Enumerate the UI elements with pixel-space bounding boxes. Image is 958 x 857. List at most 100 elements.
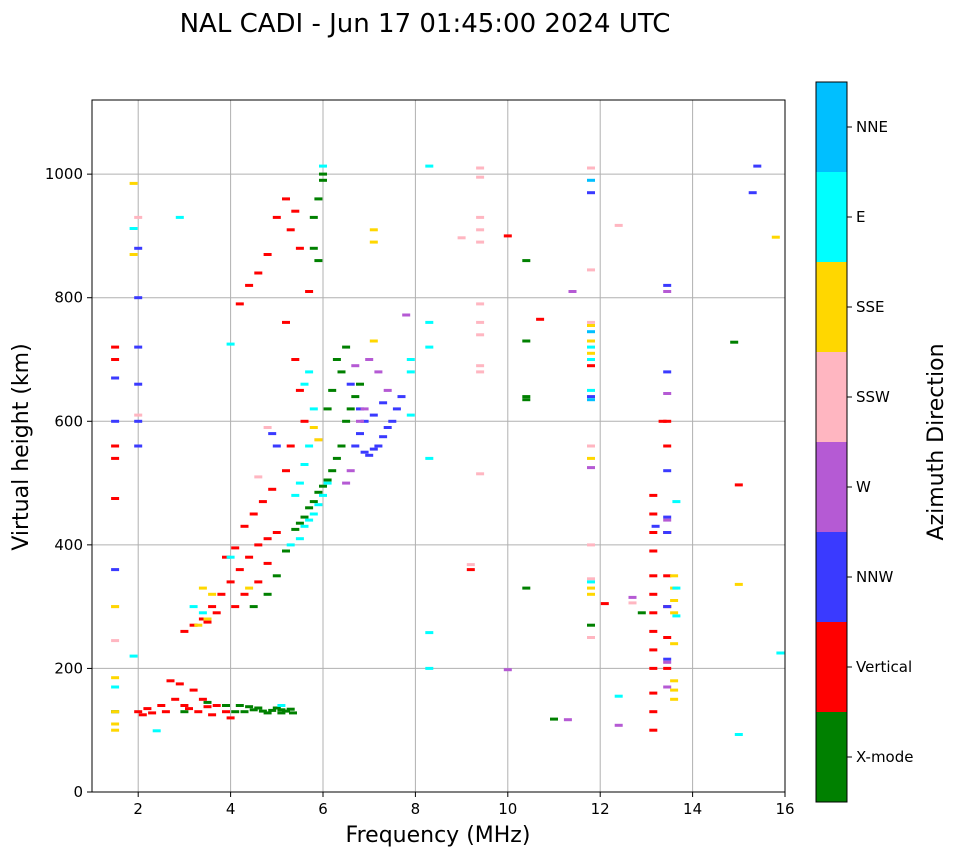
colorbar-tick-label: X-mode — [856, 748, 913, 766]
echo-point-vertical — [587, 364, 595, 368]
echo-point-x-mode — [342, 345, 351, 349]
echo-point-ssw — [476, 240, 485, 244]
echo-point-e — [319, 164, 327, 168]
echo-point-vertical — [649, 611, 658, 615]
echo-point-sse — [587, 351, 595, 355]
echo-point-e — [425, 345, 434, 349]
echo-point-vertical — [649, 493, 658, 497]
echo-point-ssw — [587, 166, 595, 170]
echo-point-x-mode — [522, 398, 531, 402]
echo-point-vertical — [235, 302, 244, 306]
echo-point-vertical — [649, 728, 658, 732]
echo-point-vertical — [286, 444, 295, 448]
echo-point-vertical — [217, 592, 226, 596]
echo-point-vertical — [268, 487, 277, 491]
y-tick-label: 600 — [54, 412, 83, 430]
echo-point-sse — [369, 339, 378, 343]
echo-point-nnw — [134, 419, 143, 423]
echo-point-sse — [111, 722, 120, 726]
echo-point-ssw — [457, 236, 466, 240]
echo-point-vertical — [649, 648, 658, 652]
echo-point-e — [305, 518, 314, 522]
x-tick-label: 6 — [318, 800, 328, 818]
echo-point-ssw — [587, 636, 595, 639]
echo-point-ssw — [476, 302, 485, 306]
echo-point-vertical — [198, 617, 207, 621]
echo-point-vertical — [536, 317, 545, 321]
echo-point-nnw — [356, 407, 364, 411]
echo-point-e — [776, 651, 785, 655]
echo-point-e — [286, 543, 295, 547]
echo-point-sse — [194, 623, 203, 627]
echo-point-vertical — [649, 666, 658, 670]
x-axis-label: Frequency (MHz) — [346, 823, 531, 848]
echo-point-x-mode — [323, 478, 332, 482]
echo-point-nnw — [111, 376, 120, 380]
echo-point-x-mode — [637, 611, 646, 615]
echo-point-vertical — [663, 444, 672, 448]
echo-point-x-mode — [282, 549, 290, 553]
echo-point-vertical — [254, 271, 263, 275]
echo-point-vertical — [291, 358, 300, 361]
colorbar-swatch — [816, 532, 847, 622]
echo-point-ssw — [134, 215, 143, 219]
echo-point-vertical — [231, 605, 240, 609]
echo-point-sse — [670, 611, 679, 615]
echo-point-sse — [111, 710, 120, 714]
echo-point-vertical — [305, 290, 314, 293]
x-tick-label: 4 — [226, 800, 236, 818]
echo-point-nnw — [397, 395, 406, 399]
echo-point-nnw — [663, 515, 672, 519]
echo-point-ssw — [254, 475, 263, 479]
echo-point-x-mode — [222, 704, 230, 707]
x-tick-label: 10 — [498, 800, 517, 818]
echo-point-x-mode — [328, 469, 337, 473]
echo-point-e — [291, 493, 300, 497]
echo-point-sse — [129, 181, 138, 185]
y-tick-label: 200 — [54, 659, 83, 677]
echo-point-sse — [309, 426, 318, 429]
echo-point-nnw — [360, 419, 369, 423]
echo-point-sse — [670, 574, 679, 578]
echo-point-vertical — [208, 713, 217, 717]
echo-point-x-mode — [235, 704, 244, 707]
echo-point-x-mode — [268, 708, 277, 712]
echo-point-sse — [198, 586, 207, 590]
echo-point-vertical — [226, 580, 235, 584]
echo-point-nnw — [388, 419, 397, 423]
echo-point-ssw — [587, 268, 595, 272]
echo-point-vertical — [166, 679, 175, 683]
colorbar-swatch — [816, 622, 847, 712]
echo-point-e — [672, 586, 681, 590]
echo-point-vertical — [658, 419, 667, 423]
echo-point-x-mode — [550, 717, 558, 721]
echo-point-nnw — [134, 345, 143, 349]
colorbar-swatch — [816, 442, 847, 532]
echo-point-x-mode — [730, 340, 739, 344]
echo-point-x-mode — [305, 506, 314, 510]
echo-point-e — [175, 215, 184, 219]
echo-point-x-mode — [314, 490, 323, 494]
echo-point-vertical — [194, 710, 203, 714]
colorbar-tick-label: SSE — [856, 298, 885, 316]
echo-point-x-mode — [289, 711, 297, 715]
y-tick-label: 0 — [73, 783, 83, 801]
echo-point-x-mode — [245, 705, 254, 709]
data-points — [111, 164, 785, 736]
echo-point-sse — [111, 605, 120, 609]
echo-point-nnw — [587, 191, 595, 195]
echo-point-vertical — [649, 592, 658, 596]
echo-point-nnw — [134, 296, 143, 300]
y-axis-label: Virtual height (km) — [9, 343, 34, 550]
echo-point-vertical — [185, 707, 193, 711]
x-tick-label: 14 — [683, 800, 702, 818]
echo-point-vertical — [203, 705, 212, 709]
colorbar-swatch — [816, 712, 847, 802]
echo-point-w — [663, 518, 672, 522]
echo-point-e — [425, 631, 434, 635]
echo-point-vertical — [203, 620, 212, 624]
colorbar-label: Azimuth Direction — [924, 343, 949, 540]
y-tick-label: 1000 — [45, 165, 83, 183]
echo-point-vertical — [222, 710, 230, 714]
echo-point-nnw — [369, 413, 378, 417]
